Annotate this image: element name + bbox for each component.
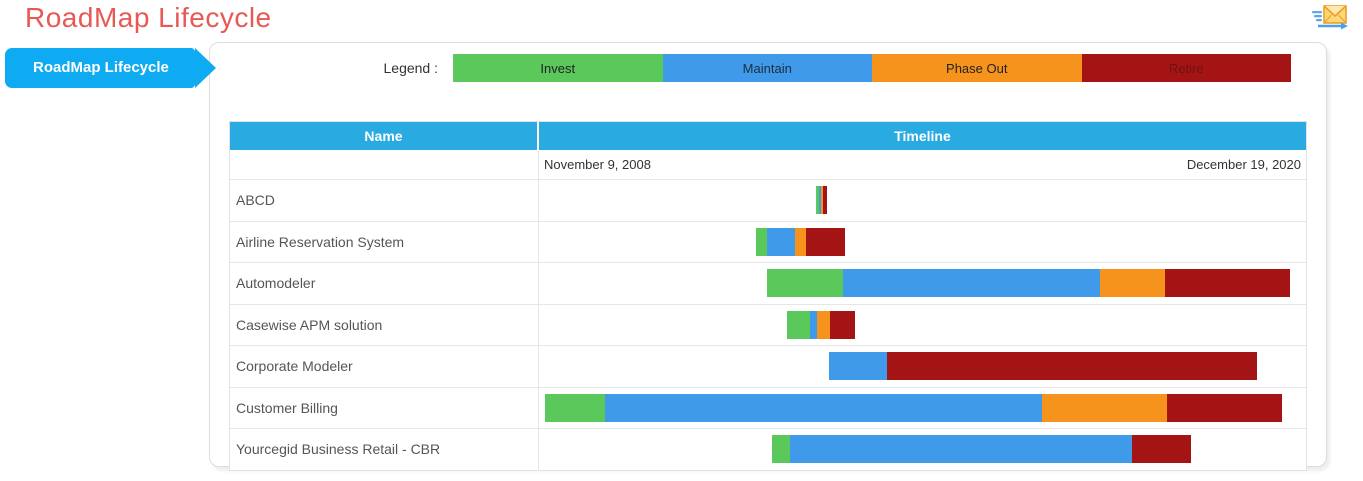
lifecycle-segment-phase_out[interactable] — [817, 310, 830, 339]
column-header-timeline: Timeline — [539, 122, 1306, 150]
legend-item-label: Retire — [1168, 60, 1204, 76]
row-name-cell: Yourcegid Business Retail - CBR — [230, 429, 539, 470]
lifecycle-segment-invest[interactable] — [756, 227, 767, 256]
legend-item-label: Invest — [540, 60, 576, 76]
send-mail-icon[interactable] — [1311, 4, 1349, 32]
row-timeline-cell — [539, 388, 1306, 429]
lifecycle-segment-retire[interactable] — [830, 310, 855, 339]
lifecycle-bar[interactable] — [767, 269, 1290, 297]
lifecycle-segment-retire[interactable] — [1132, 435, 1191, 463]
lifecycle-segment-invest[interactable] — [816, 186, 819, 214]
table-row: ABCD — [230, 180, 1306, 222]
timeline-range-cell: November 9, 2008 December 19, 2020 — [539, 150, 1306, 179]
lifecycle-segment-maintain[interactable] — [843, 269, 1100, 297]
row-name-cell: Airline Reservation System — [230, 221, 539, 262]
legend-item-label: Maintain — [742, 60, 792, 76]
row-name-cell: Automodeler — [230, 263, 539, 304]
lifecycle-segment-maintain[interactable] — [790, 435, 1132, 463]
lifecycle-bar[interactable] — [816, 186, 827, 214]
lifecycle-bar[interactable] — [829, 352, 1257, 380]
timeline-range-row: November 9, 2008 December 19, 2020 — [230, 150, 1306, 180]
legend-item-retire: Retire — [1081, 54, 1291, 82]
lifecycle-segment-phase_out[interactable] — [795, 227, 806, 256]
row-timeline-cell — [539, 263, 1306, 304]
lifecycle-segment-maintain[interactable] — [767, 227, 795, 256]
lifecycle-segment-retire[interactable] — [806, 227, 845, 256]
row-timeline-cell — [539, 180, 1306, 221]
row-name-cell: Corporate Modeler — [230, 346, 539, 387]
legend-label: Legend : — [383, 60, 439, 76]
legend: Legend : Invest Maintain Phase Out Retire — [210, 54, 1326, 82]
table-body: ABCD Airline Reservation System Automodele… — [230, 180, 1306, 470]
lifecycle-segment-retire[interactable] — [823, 186, 827, 214]
lifecycle-segment-invest[interactable] — [767, 269, 843, 297]
lifecycle-segment-invest[interactable] — [772, 435, 790, 463]
row-timeline-cell — [539, 222, 1306, 263]
row-name-cell: Customer Billing — [230, 387, 539, 428]
table-row: Yourcegid Business Retail - CBR — [230, 429, 1306, 470]
content-panel: Legend : Invest Maintain Phase Out Retire N… — [209, 42, 1327, 471]
lifecycle-segment-maintain[interactable] — [810, 310, 817, 339]
timeline-end-date: December 19, 2020 — [1186, 157, 1301, 172]
lifecycle-bar[interactable] — [545, 393, 1282, 422]
lifecycle-segment-invest[interactable] — [787, 310, 810, 339]
lifecycle-segment-retire[interactable] — [887, 352, 1257, 380]
lifecycle-segment-phase_out[interactable] — [1100, 269, 1165, 297]
lifecycle-bar[interactable] — [756, 227, 845, 256]
table-row: Airline Reservation System — [230, 221, 1306, 263]
lifecycle-bar[interactable] — [772, 435, 1191, 463]
row-name-cell: ABCD — [230, 180, 539, 221]
timeline-start-date: November 9, 2008 — [544, 157, 651, 172]
page-title: RoadMap Lifecycle — [25, 2, 272, 33]
column-header-name: Name — [230, 122, 539, 150]
table-row: Corporate Modeler — [230, 346, 1306, 388]
roadmap-table: Name Timeline November 9, 2008 December … — [229, 121, 1307, 471]
row-name-cell: Casewise APM solution — [230, 304, 539, 345]
lifecycle-segment-invest[interactable] — [545, 393, 605, 422]
table-header-row: Name Timeline — [230, 122, 1306, 150]
table-row: Customer Billing — [230, 387, 1306, 429]
lifecycle-segment-retire[interactable] — [1167, 393, 1282, 422]
legend-item-phase_out: Phase Out — [872, 54, 1082, 82]
send-mail-icon-svg — [1312, 5, 1348, 30]
legend-item-invest: Invest — [453, 54, 663, 82]
legend-items: Invest Maintain Phase Out Retire — [453, 54, 1291, 82]
lifecycle-segment-maintain[interactable] — [819, 186, 821, 214]
timeline-range-name-cell — [230, 150, 539, 179]
table-row: Casewise APM solution — [230, 304, 1306, 346]
row-timeline-cell — [539, 429, 1306, 470]
lifecycle-segment-maintain[interactable] — [605, 393, 1042, 422]
lifecycle-segment-phase_out[interactable] — [1042, 393, 1167, 422]
lifecycle-bar[interactable] — [787, 310, 855, 339]
lifecycle-segment-maintain[interactable] — [829, 352, 887, 380]
sidebar-tab-roadmap-lifecycle[interactable]: RoadMap Lifecycle — [5, 48, 216, 88]
legend-item-label: Phase Out — [946, 60, 1008, 76]
sidebar-tab-label: RoadMap Lifecycle — [33, 59, 169, 76]
lifecycle-segment-phase_out[interactable] — [821, 186, 823, 214]
legend-item-maintain: Maintain — [662, 54, 872, 82]
row-timeline-cell — [539, 305, 1306, 346]
table-row: Automodeler — [230, 263, 1306, 305]
lifecycle-segment-retire[interactable] — [1165, 269, 1290, 297]
row-timeline-cell — [539, 346, 1306, 387]
